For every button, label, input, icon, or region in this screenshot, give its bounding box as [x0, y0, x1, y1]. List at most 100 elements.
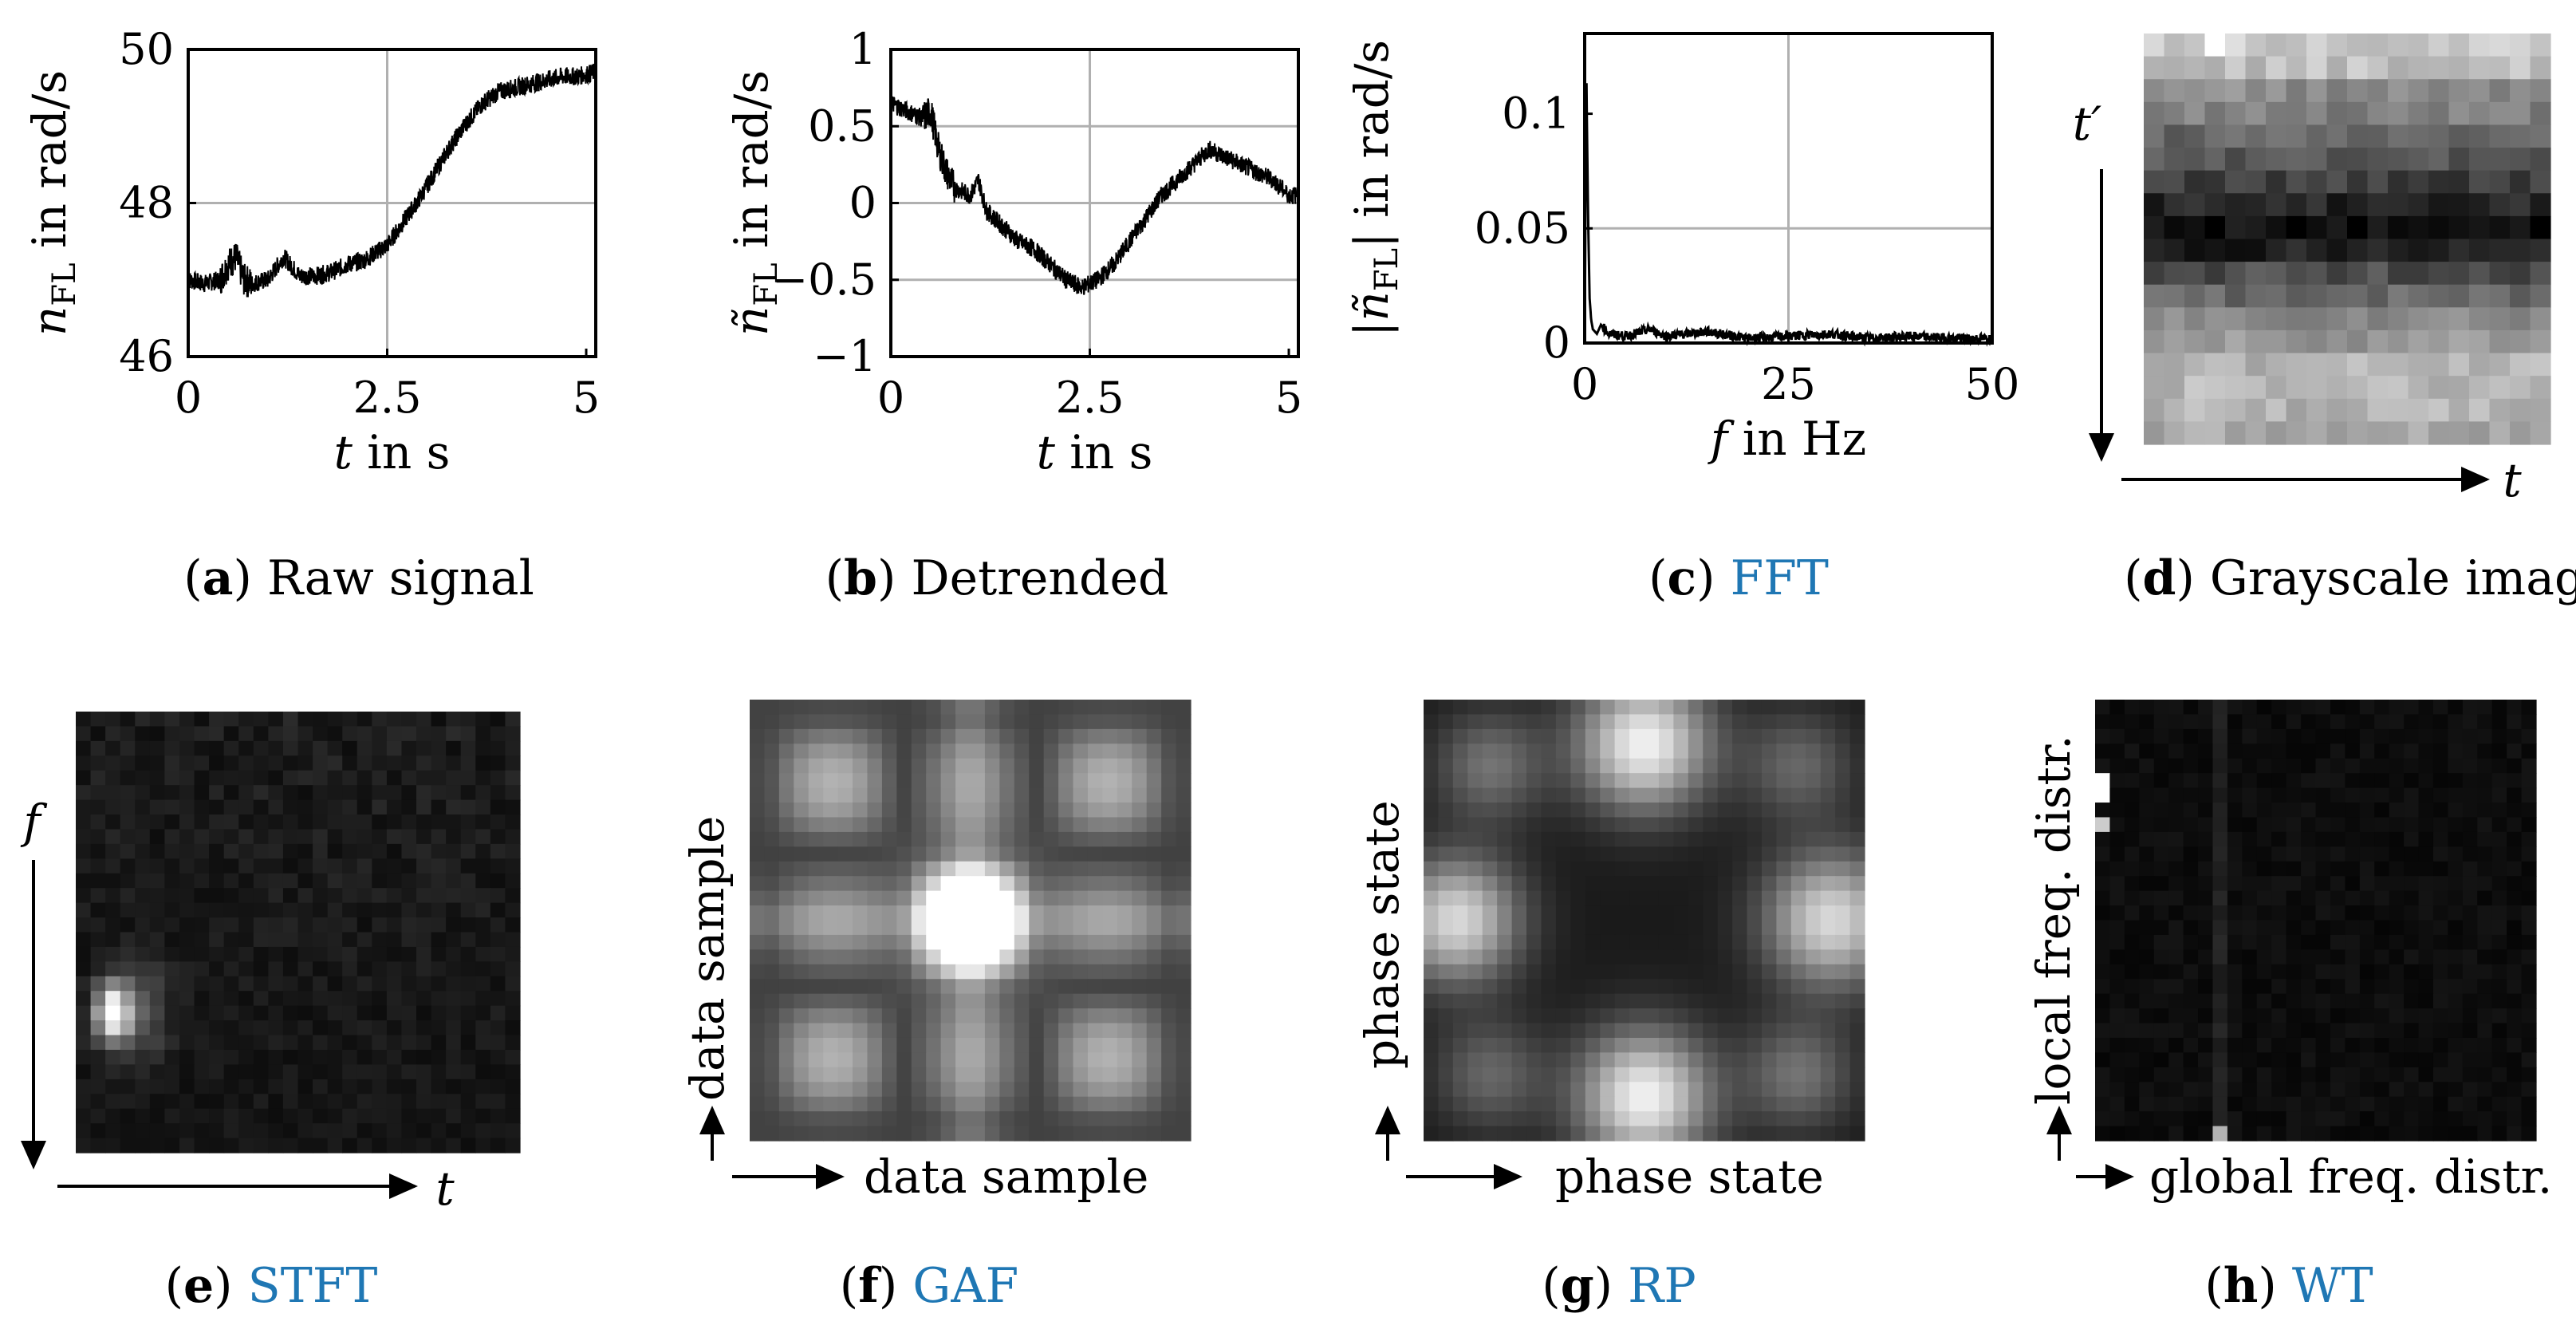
heatmap-cell — [90, 858, 106, 874]
heatmap-cell — [460, 770, 476, 786]
heatmap-cell — [1058, 920, 1074, 936]
heatmap-cell — [2124, 934, 2140, 950]
heatmap-cell — [1073, 1067, 1089, 1083]
heatmap-cell — [2212, 861, 2228, 877]
heatmap-cell — [1732, 1008, 1748, 1024]
heatmap-cell — [2389, 890, 2405, 906]
heatmap-cell — [1747, 700, 1763, 716]
heatmap-cell — [2153, 817, 2169, 833]
heatmap-cell — [1600, 831, 1616, 847]
heatmap-cell — [2326, 284, 2348, 308]
heatmap-cell — [1614, 1111, 1630, 1127]
heatmap-cell — [2418, 700, 2434, 716]
heatmap-cell — [808, 846, 824, 862]
heatmap-cell — [2095, 1111, 2111, 1127]
heatmap-cell — [2124, 1096, 2140, 1112]
heatmap-cell — [2448, 831, 2464, 847]
heatmap-cell — [327, 712, 343, 728]
heatmap-cell — [1703, 979, 1719, 995]
heatmap-cell — [1452, 831, 1468, 847]
heatmap-cell — [209, 814, 225, 830]
heatmap-cell — [135, 932, 151, 948]
heatmap-cell — [955, 1082, 971, 1098]
heatmap-cell — [505, 1108, 521, 1124]
heatmap-cell — [2315, 714, 2331, 730]
heatmap-cell — [2491, 743, 2507, 759]
heatmap-cell — [2330, 934, 2346, 950]
heatmap-cell — [490, 858, 506, 874]
heatmap-cell — [268, 740, 284, 756]
heatmap-cell — [342, 1108, 358, 1124]
heatmap-cell — [1058, 993, 1074, 1009]
heatmap-cell — [2418, 890, 2434, 906]
heatmap-cell — [1747, 743, 1763, 759]
heatmap-cell — [1806, 758, 1822, 774]
heatmap-cell — [1526, 803, 1542, 818]
heatmap-cell — [2184, 79, 2206, 103]
heatmap-cell — [2462, 979, 2478, 995]
heatmap-cell — [2315, 920, 2331, 936]
heatmap-cell — [837, 1023, 853, 1039]
heatmap-cell — [2388, 193, 2409, 217]
heatmap-cell — [867, 787, 883, 803]
heatmap-cell — [401, 1049, 417, 1065]
heatmap-cell — [2095, 700, 2111, 716]
heatmap-cell — [1673, 949, 1689, 965]
heatmap-cell — [327, 799, 343, 815]
heatmap-cell — [2428, 421, 2450, 445]
heatmap-cell — [837, 817, 853, 833]
heatmap-cell — [2330, 1067, 2346, 1083]
heatmap-cell — [2521, 743, 2537, 759]
heatmap-cell — [1600, 920, 1616, 936]
heatmap-cell — [313, 902, 329, 918]
heatmap-cell — [999, 758, 1015, 774]
heatmap-cell — [778, 1052, 794, 1068]
heatmap-cell — [2153, 861, 2169, 877]
heatmap-cell — [2139, 803, 2155, 818]
heatmap-cell — [416, 961, 432, 977]
heatmap-cell — [778, 861, 794, 877]
heatmap-cell — [253, 814, 269, 830]
heatmap-cell — [2204, 329, 2226, 354]
heatmap-cell — [1438, 714, 1454, 730]
heatmap-cell — [76, 1094, 92, 1110]
heatmap-cell — [2245, 421, 2267, 445]
heatmap-cell — [1849, 831, 1865, 847]
heatmap-cell — [2388, 239, 2409, 262]
heatmap-cell — [1014, 949, 1030, 965]
heatmap-cell — [1102, 846, 1118, 862]
heatmap-cell — [164, 1035, 180, 1051]
heatmap-cell — [253, 843, 269, 859]
heatmap-cell — [2389, 1067, 2405, 1083]
heatmap-cell — [446, 770, 462, 786]
heatmap-cell — [2428, 307, 2450, 331]
heatmap-cell — [327, 1020, 343, 1036]
heatmap-cell — [490, 991, 506, 1007]
heatmap-cell — [2491, 787, 2507, 803]
heatmap-cell — [2225, 215, 2247, 240]
heatmap-cell — [2469, 170, 2491, 194]
heatmap-cell — [1688, 905, 1704, 921]
heatmap-cell — [505, 1123, 521, 1139]
heatmap-cell — [2448, 905, 2464, 921]
heatmap-cell — [2153, 1126, 2169, 1142]
heatmap-cell — [446, 932, 462, 948]
heatmap-cell — [475, 829, 491, 845]
heatmap-cell — [1161, 700, 1177, 716]
heatmap-cell — [431, 1064, 447, 1080]
heatmap-cell — [1673, 817, 1689, 833]
heatmap-cell — [1849, 1037, 1865, 1053]
heatmap-cell — [750, 964, 766, 980]
heatmap-cell — [475, 1020, 491, 1036]
heatmap-cell — [1117, 700, 1132, 716]
heatmap-cell — [2374, 773, 2390, 789]
heatmap-cell — [1688, 1082, 1704, 1098]
heatmap-cell — [1146, 979, 1162, 995]
heatmap-cell — [460, 755, 476, 771]
heatmap-cell — [490, 946, 506, 962]
heatmap-cell — [2428, 101, 2450, 126]
heatmap-cell — [926, 934, 942, 950]
heatmap-cell — [2477, 1082, 2493, 1098]
heatmap-cell — [1820, 964, 1836, 980]
heatmap-cell — [2109, 1096, 2125, 1112]
